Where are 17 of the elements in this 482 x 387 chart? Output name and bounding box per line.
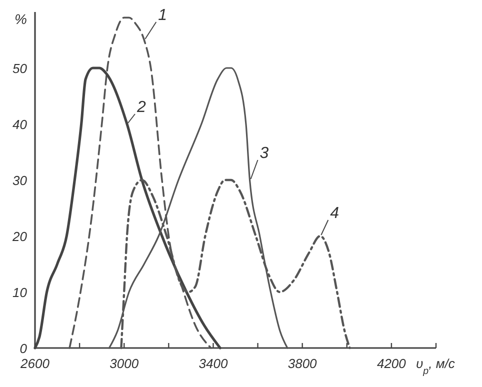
x-tick-label: 4200 — [376, 356, 407, 371]
x-tick-label: 2600 — [20, 356, 50, 371]
x-tick-label: 3800 — [288, 356, 318, 371]
legend-label: 2 — [136, 99, 146, 116]
x-tick-label: 3400 — [198, 356, 228, 371]
x-axis-title: υ$_{p}$, м/с — [416, 356, 456, 376]
y-axis-title: % — [14, 11, 27, 27]
y-tick-label: 0 — [20, 341, 28, 356]
series-label: 1 — [158, 7, 168, 24]
y-tick-label: 30 — [12, 173, 28, 188]
y-tick-label: 10 — [12, 285, 28, 300]
y-tick-label: 20 — [12, 229, 28, 244]
series-label: 4 — [330, 205, 340, 222]
y-tick-label: 40 — [12, 117, 28, 132]
series-label: 3 — [260, 145, 269, 162]
y-tick-label: 50 — [12, 61, 28, 76]
x-tick-label: 3000 — [110, 356, 140, 371]
